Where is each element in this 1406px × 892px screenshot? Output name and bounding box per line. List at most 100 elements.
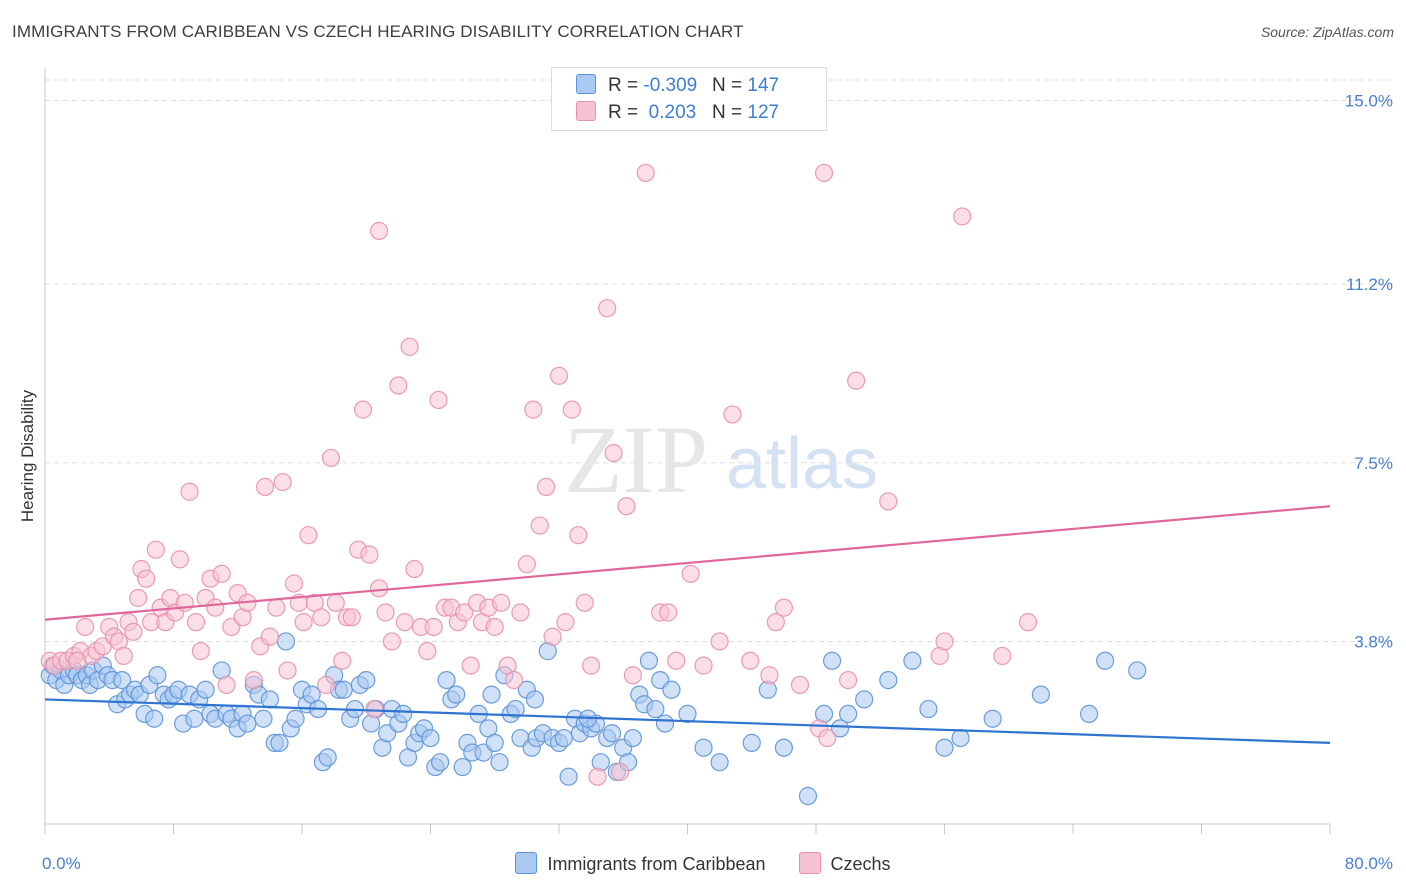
caribbean-point bbox=[1096, 651, 1115, 670]
czechs-point bbox=[244, 670, 263, 690]
caribbean-point bbox=[559, 767, 578, 786]
czechs-point bbox=[694, 656, 713, 675]
caribbean-point bbox=[185, 709, 204, 728]
czechs-point bbox=[556, 613, 575, 632]
caribbean-point bbox=[694, 738, 713, 757]
czechs-point bbox=[342, 608, 361, 627]
czechs-point bbox=[766, 613, 785, 632]
caribbean-point bbox=[525, 690, 545, 709]
caribbean-point bbox=[431, 753, 450, 772]
caribbean-point bbox=[238, 714, 257, 733]
czechs-point bbox=[137, 569, 156, 588]
czechs-point bbox=[376, 603, 395, 622]
czechs-point bbox=[326, 593, 345, 612]
bottom-legend-czechs: Czechs bbox=[798, 852, 891, 875]
czechs-point bbox=[273, 472, 292, 492]
czechs-point bbox=[741, 651, 760, 670]
caribbean-point bbox=[485, 733, 504, 752]
czechs-point bbox=[569, 526, 588, 545]
caribbean-point bbox=[286, 709, 305, 728]
czechs-trend-line bbox=[44, 505, 1331, 621]
czechs-point bbox=[114, 646, 133, 666]
czechs-point bbox=[524, 400, 543, 419]
y-axis-title: Hearing Disability bbox=[18, 389, 37, 522]
czechs-point bbox=[68, 651, 87, 670]
grid-lines bbox=[45, 79, 1395, 642]
x-tick-label: 80.0% bbox=[1345, 854, 1393, 873]
czechs-point bbox=[365, 699, 384, 719]
legend-n-label: N = bbox=[712, 75, 748, 96]
czechs-point bbox=[461, 656, 480, 675]
caribbean-point bbox=[855, 690, 874, 709]
czechs-point bbox=[278, 661, 297, 680]
caribbean-point bbox=[662, 680, 681, 699]
legend-swatch-czechs bbox=[576, 101, 596, 121]
bottom-legend-label-caribbean: Immigrants from Caribbean bbox=[547, 854, 766, 874]
tick-labels: 3.8% 7.5% 11.2% 15.0% 0.0% 80.0% bbox=[42, 92, 1393, 874]
czechs-point bbox=[1018, 613, 1038, 632]
czechs-point bbox=[389, 376, 408, 395]
czechs-point bbox=[316, 675, 336, 695]
caribbean-point bbox=[678, 704, 697, 724]
caribbean-point bbox=[830, 719, 850, 738]
czechs-point bbox=[530, 516, 549, 535]
czechs-point bbox=[710, 632, 729, 651]
czechs-point bbox=[129, 588, 148, 608]
watermark: ZIP atlas bbox=[564, 406, 878, 513]
czechs-point bbox=[847, 371, 866, 390]
czechs-point bbox=[723, 405, 742, 424]
czechs-point bbox=[543, 627, 562, 646]
czechs-point bbox=[659, 603, 678, 622]
czechs-point bbox=[124, 622, 143, 641]
bottom-legend-swatch-caribbean bbox=[515, 852, 538, 874]
caribbean-point bbox=[1079, 704, 1099, 724]
caribbean-point bbox=[394, 704, 413, 724]
y-tick-label: 15.0% bbox=[1345, 92, 1393, 111]
czechs-point bbox=[562, 400, 581, 419]
series-czechs-points bbox=[40, 163, 1038, 786]
czechs-point bbox=[170, 550, 190, 569]
legend-row-caribbean: R = -0.309 N = 147 bbox=[576, 74, 779, 100]
czechs-point bbox=[681, 564, 700, 583]
caribbean-point bbox=[453, 757, 472, 777]
caribbean-point bbox=[710, 753, 729, 772]
czechs-point bbox=[485, 617, 504, 637]
bottom-legend-label-czechs: Czechs bbox=[830, 854, 891, 874]
legend-n-value: 127 bbox=[747, 102, 780, 123]
caribbean-point bbox=[421, 728, 440, 748]
watermark-atlas: atlas bbox=[726, 424, 878, 504]
czechs-point bbox=[790, 675, 810, 695]
caribbean-point bbox=[554, 728, 573, 748]
caribbean-point bbox=[1031, 685, 1050, 704]
czechs-point bbox=[370, 579, 389, 598]
czechs-point bbox=[774, 598, 793, 617]
czechs-point bbox=[299, 526, 318, 545]
caribbean-point bbox=[318, 748, 337, 767]
caribbean-point bbox=[437, 670, 456, 690]
legend-n-label: N = bbox=[712, 102, 748, 123]
czechs-point bbox=[492, 593, 511, 612]
czechs-point bbox=[370, 221, 389, 241]
x-tick-label: 0.0% bbox=[42, 854, 81, 873]
czechs-point bbox=[206, 598, 225, 617]
caribbean-point bbox=[276, 632, 296, 651]
czechs-point bbox=[284, 574, 304, 593]
legend-n-value: 147 bbox=[747, 75, 780, 96]
caribbean-point bbox=[879, 670, 898, 690]
czechs-point bbox=[582, 656, 601, 675]
czechs-point bbox=[617, 497, 636, 516]
czechs-point bbox=[537, 477, 556, 496]
czechs-point bbox=[146, 540, 165, 559]
caribbean-point bbox=[951, 728, 970, 748]
bottom-legend-swatch-czechs bbox=[798, 852, 821, 874]
watermark-zip: ZIP bbox=[564, 406, 708, 513]
trend-lines bbox=[44, 505, 1331, 744]
caribbean-trend-line bbox=[44, 698, 1331, 744]
legend: R = -0.309 N = 147 R = 0.203 N = 127 bbox=[551, 67, 827, 131]
caribbean-point bbox=[145, 709, 164, 728]
caribbean-point bbox=[270, 733, 289, 752]
caribbean-point bbox=[254, 709, 273, 728]
czechs-point bbox=[879, 492, 898, 511]
bottom-legend: Immigrants from Caribbean Czechs bbox=[0, 852, 1406, 875]
